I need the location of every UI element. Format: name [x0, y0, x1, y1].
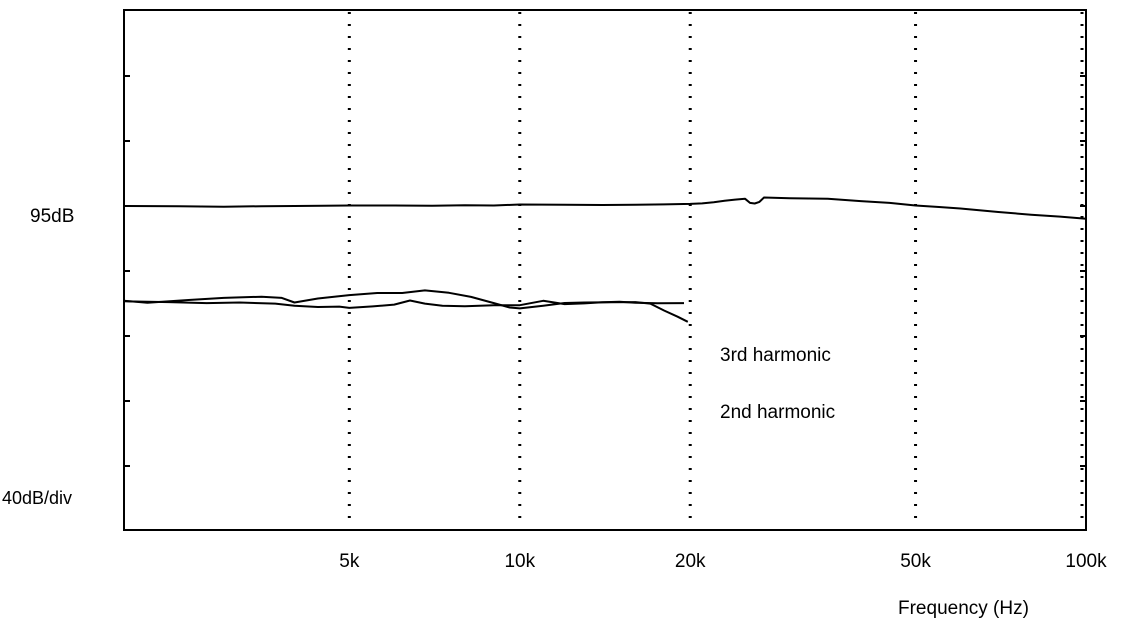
- grid-lines: [347, 12, 1084, 528]
- y-reference-label: 95dB: [30, 206, 74, 227]
- series-2nd-harmonic: [123, 299, 685, 309]
- series-label-2nd-harmonic: 2nd harmonic: [720, 402, 835, 423]
- y-tick-marks: [124, 75, 1086, 467]
- x-tick-label-50k: 50k: [900, 551, 931, 572]
- series-label-3rd-harmonic: 3rd harmonic: [720, 345, 831, 366]
- series-fundamental: [123, 196, 1087, 220]
- x-tick-labels: 5k 10k 20k 50k 100k: [339, 551, 1107, 572]
- x-axis-title: Frequency (Hz): [898, 598, 1029, 619]
- x-tick-label-10k: 10k: [504, 551, 535, 572]
- x-tick-label-100k: 100k: [1065, 551, 1107, 572]
- series-layer: [123, 196, 1087, 323]
- x-tick-label-5k: 5k: [339, 551, 360, 572]
- plot-frame: [123, 9, 1087, 531]
- series-3rd-harmonic: [123, 289, 689, 323]
- x-tick-label-20k: 20k: [675, 551, 706, 572]
- y-scale-label: 40dB/div: [2, 488, 72, 508]
